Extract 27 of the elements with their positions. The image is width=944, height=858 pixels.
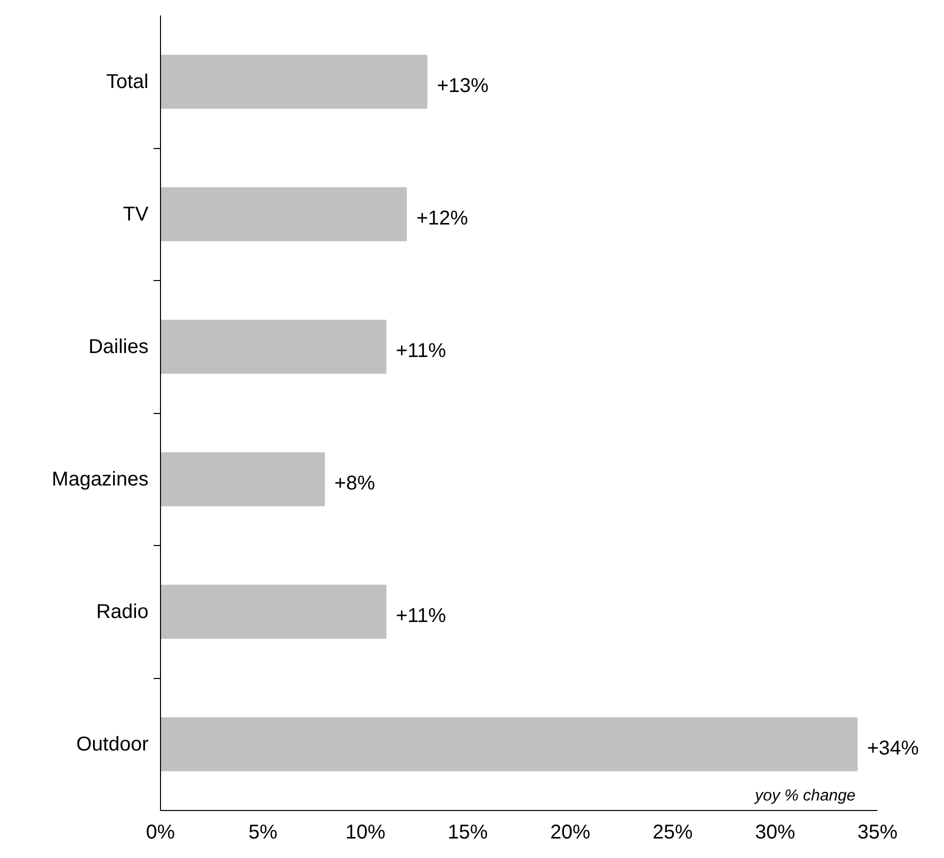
- bar: [160, 717, 858, 772]
- bar: [160, 320, 386, 374]
- bar: [160, 187, 407, 242]
- x-tick-label: 35%: [858, 822, 898, 844]
- data-label: +12%: [416, 207, 468, 230]
- x-tick-label: 30%: [755, 822, 796, 844]
- bar: [160, 452, 325, 506]
- y-tick-label: Radio: [96, 600, 149, 623]
- bar: [160, 54, 428, 109]
- y-tick-label: Total: [106, 70, 149, 93]
- x-tick-label: 25%: [652, 822, 693, 844]
- data-label: +11%: [396, 340, 446, 362]
- x-tick-label: 15%: [448, 822, 488, 844]
- data-label: +34%: [867, 737, 919, 760]
- y-tick-label: Magazines: [52, 468, 148, 490]
- x-tick-label: 20%: [550, 822, 590, 844]
- annotation: yoy % change: [754, 788, 856, 804]
- y-tick-label: TV: [122, 203, 150, 226]
- data-label: +13%: [436, 74, 489, 97]
- x-tick-label: 5%: [248, 822, 278, 844]
- x-tick-label: 0%: [146, 822, 176, 844]
- bar: [160, 584, 386, 639]
- y-tick-label: Dailies: [88, 336, 149, 358]
- data-label: +8%: [334, 472, 376, 494]
- data-label: +11%: [396, 604, 446, 627]
- y-tick-label: Outdoor: [76, 733, 149, 756]
- x-tick-label: 10%: [345, 822, 386, 844]
